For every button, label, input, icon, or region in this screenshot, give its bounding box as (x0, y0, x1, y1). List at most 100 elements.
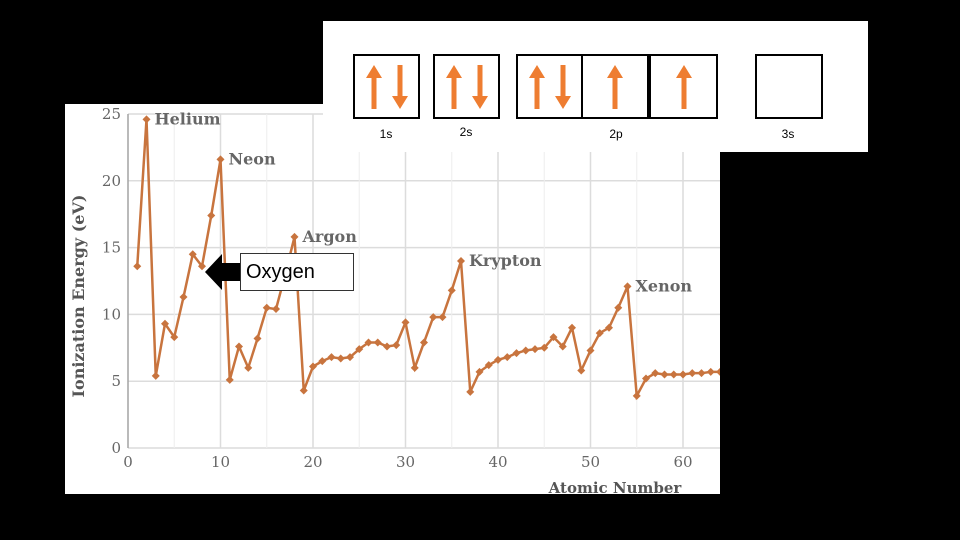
data-point (327, 353, 336, 362)
annotation-xenon: Xenon (636, 276, 693, 295)
spin-down-arrow-icon (391, 65, 408, 109)
annotation-argon: Argon (302, 227, 358, 246)
data-point (272, 305, 280, 314)
data-point (457, 256, 465, 265)
data-point (595, 329, 604, 338)
data-point (568, 323, 576, 332)
data-point (207, 211, 216, 220)
data-point (540, 343, 549, 352)
data-point (503, 353, 512, 362)
oxygen-callout: Oxygen (240, 253, 354, 291)
spin-up-arrow-icon (365, 65, 382, 109)
data-point (679, 370, 687, 379)
data-point (484, 361, 493, 370)
data-point (586, 346, 595, 355)
y-tick-label: 25 (102, 105, 121, 123)
annotation-krypton: Krypton (469, 251, 542, 270)
orbital-diagram: 1s 2s 2p 3s (323, 21, 868, 152)
data-point (179, 293, 188, 302)
data-point (336, 354, 345, 363)
data-point (262, 303, 271, 312)
data-point (225, 375, 234, 384)
data-point (614, 303, 623, 312)
y-tick-label: 5 (111, 372, 121, 390)
y-tick-label: 15 (102, 239, 121, 257)
data-point (512, 349, 521, 358)
data-point (133, 262, 142, 271)
data-point (438, 313, 447, 322)
data-point (346, 353, 354, 362)
data-point (392, 341, 401, 350)
ionization-energy-chart: 0 5 10 15 20 25 0 10 20 30 40 50 60 Ionization Energy… (65, 104, 720, 494)
data-point (716, 367, 720, 376)
data-point (429, 313, 438, 322)
data-point (216, 155, 225, 164)
data-point (706, 367, 715, 376)
y-axis-label: Ionization Energy (eV) (69, 195, 88, 398)
x-tick-label: 0 (123, 453, 133, 471)
data-point (290, 232, 299, 241)
data-point (383, 342, 391, 351)
data-point (688, 369, 697, 378)
chart-svg: 0 5 10 15 20 25 0 10 20 30 40 50 60 Ionization Energy… (69, 105, 720, 494)
orbital-box-2p-1 (516, 54, 583, 119)
spin-up-arrow-icon (445, 65, 462, 109)
data-point (475, 367, 484, 376)
spin-up-arrow-icon (675, 65, 692, 109)
data-point (244, 363, 253, 372)
data-point (558, 342, 567, 351)
data-point (660, 370, 669, 379)
data-point (697, 369, 706, 378)
orbital-label-2s: 2s (459, 125, 473, 139)
orbital-box-1s (353, 54, 420, 119)
data-point (466, 387, 475, 396)
left-arrow-icon (205, 254, 241, 290)
data-point (253, 334, 262, 343)
data-point (669, 370, 678, 379)
data-point (188, 250, 197, 259)
data-point (401, 318, 410, 327)
spin-up-arrow-icon (607, 65, 623, 109)
orbital-label-1s: 1s (379, 127, 393, 141)
x-tick-label: 50 (581, 453, 600, 471)
x-axis-label: Atomic Number (548, 479, 683, 494)
data-point (373, 338, 382, 347)
data-point (623, 282, 632, 291)
y-tick-label: 20 (102, 172, 121, 190)
data-point (151, 371, 160, 380)
y-tick-label: 0 (111, 439, 121, 457)
data-point (170, 333, 179, 342)
data-point (632, 391, 641, 400)
x-tick-label: 20 (303, 453, 322, 471)
data-point (521, 346, 530, 355)
data-point (309, 362, 317, 371)
data-point (235, 342, 243, 351)
data-point (198, 262, 206, 271)
orbital-box-2s (433, 54, 500, 119)
data-point (447, 286, 456, 295)
x-tick-label: 30 (396, 453, 415, 471)
x-tick-label: 40 (488, 453, 507, 471)
x-tick-label: 10 (211, 453, 230, 471)
x-tick-label: 60 (673, 453, 692, 471)
data-point (355, 345, 364, 354)
data-point (299, 386, 308, 395)
annotation-helium: Helium (155, 109, 221, 128)
data-point (605, 323, 613, 332)
spin-up-arrow-icon (528, 65, 545, 109)
data-point (642, 374, 650, 383)
data-point (318, 357, 327, 366)
spin-down-arrow-icon (554, 65, 571, 109)
data-point (577, 366, 586, 375)
data-point (494, 355, 502, 364)
series-line (136, 119, 720, 401)
data-point (420, 338, 428, 347)
data-point (549, 333, 558, 342)
data-point (161, 319, 169, 328)
orbital-label-2p: 2p (609, 127, 623, 141)
annotation-neon: Neon (229, 149, 276, 168)
data-point (651, 369, 660, 378)
y-tick-label: 10 (102, 305, 121, 323)
data-point (364, 338, 373, 347)
orbital-box-3s (755, 54, 823, 119)
